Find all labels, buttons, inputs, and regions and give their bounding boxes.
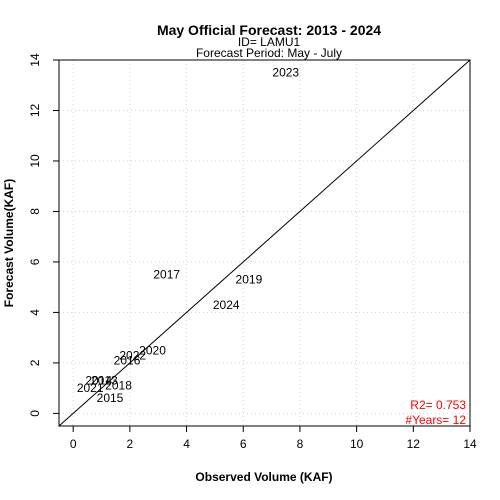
y-axis: 0 2 4 6 8 10 12 14	[28, 53, 59, 417]
point-label-2015: 2015	[97, 391, 124, 405]
y-tick-label-3: 6	[28, 258, 42, 265]
x-tick-label-3: 6	[240, 437, 247, 451]
point-label-2018: 2018	[105, 379, 132, 393]
x-tick-label-0: 0	[70, 437, 77, 451]
x-tick-label-6: 12	[407, 437, 421, 451]
y-tick-label-1: 2	[28, 359, 42, 366]
x-axis: 0 2 4 6 8 10 12 14	[70, 426, 477, 451]
point-label-2019: 2019	[236, 273, 263, 287]
chart-subtitle-id: ID= LAMU1	[238, 35, 301, 49]
r2-stat: R2= 0.753	[410, 398, 466, 412]
years-count-stat: #Years= 12	[405, 413, 466, 427]
y-tick-label-4: 8	[28, 208, 42, 215]
x-tick-label-2: 4	[183, 437, 190, 451]
chart-subtitle-period: Forecast Period: May - July	[196, 46, 342, 60]
point-label-2016: 2016	[114, 353, 141, 367]
y-tick-label-0: 0	[28, 410, 42, 417]
x-tick-label-1: 2	[127, 437, 134, 451]
y-tick-label-7: 14	[28, 53, 42, 67]
x-tick-label-4: 8	[297, 437, 304, 451]
y-axis-title: Forecast Volume(KAF)	[2, 179, 16, 307]
x-tick-label-5: 10	[350, 437, 364, 451]
y-tick-label-5: 10	[28, 154, 42, 168]
x-axis-title: Observed Volume (KAF)	[195, 470, 332, 484]
point-label-2013: 2013	[91, 374, 118, 388]
y-tick-label-6: 12	[28, 103, 42, 117]
point-label-2024: 2024	[213, 298, 240, 312]
x-tick-label-7: 14	[463, 437, 477, 451]
chart-title: May Official Forecast: 2013 - 2024	[157, 22, 381, 38]
y-tick-label-2: 4	[28, 309, 42, 316]
point-label-2023: 2023	[272, 66, 299, 80]
point-label-2014: 2014	[85, 374, 112, 388]
point-label-2020: 2020	[139, 343, 166, 357]
point-label-2017: 2017	[153, 268, 180, 282]
one-to-one-line	[58, 59, 471, 427]
point-label-2022: 2022	[119, 348, 146, 362]
plot-frame	[58, 59, 471, 427]
point-label-2021: 2021	[77, 381, 104, 395]
